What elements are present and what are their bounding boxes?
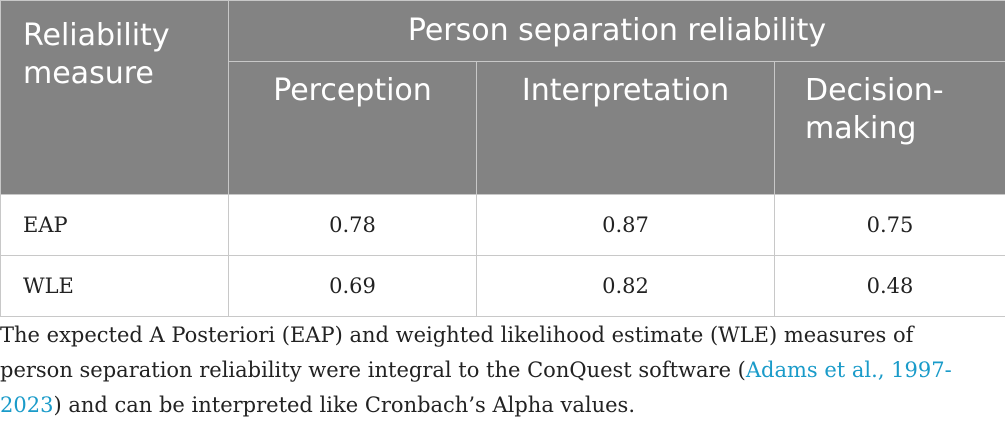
cell-wle-perception: 0.69 — [228, 255, 477, 317]
cell-eap-decision-making: 0.75 — [774, 194, 1005, 256]
header-row-columns: Perception Interpretation Decision-makin… — [1, 61, 1005, 195]
cell-wle-interpretation: 0.82 — [476, 255, 775, 317]
cell-eap-interpretation: 0.87 — [476, 194, 775, 256]
group-header: Person separation reliability — [228, 0, 1005, 62]
footnote-text-after: ) and can be interpreted like Cronbach’s… — [53, 393, 636, 417]
cell-eap-perception: 0.78 — [228, 194, 477, 256]
corner-header: Reliability measure — [0, 0, 229, 195]
table-row: WLE 0.69 0.82 0.48 — [0, 255, 1005, 317]
reliability-table-container: Reliability measure Person separation re… — [0, 0, 1005, 317]
column-header-interpretation: Interpretation — [476, 61, 775, 195]
row-label-wle: WLE — [0, 255, 229, 317]
footnote-text-before: The expected A Posteriori (EAP) and weig… — [0, 323, 914, 382]
column-header-decision-making: Decision-making — [774, 61, 1005, 195]
row-label-eap: EAP — [0, 194, 229, 256]
header-row-group: Reliability measure Person separation re… — [0, 0, 1005, 195]
table-footnote: The expected A Posteriori (EAP) and weig… — [0, 318, 990, 423]
reliability-table: Reliability measure Person separation re… — [0, 0, 1005, 317]
cell-wle-decision-making: 0.48 — [774, 255, 1005, 317]
citation-link[interactable]: Adams et al., 1997-2023 — [0, 358, 952, 417]
column-header-perception: Perception — [228, 61, 477, 195]
table-row: EAP 0.78 0.87 0.75 — [0, 194, 1005, 256]
